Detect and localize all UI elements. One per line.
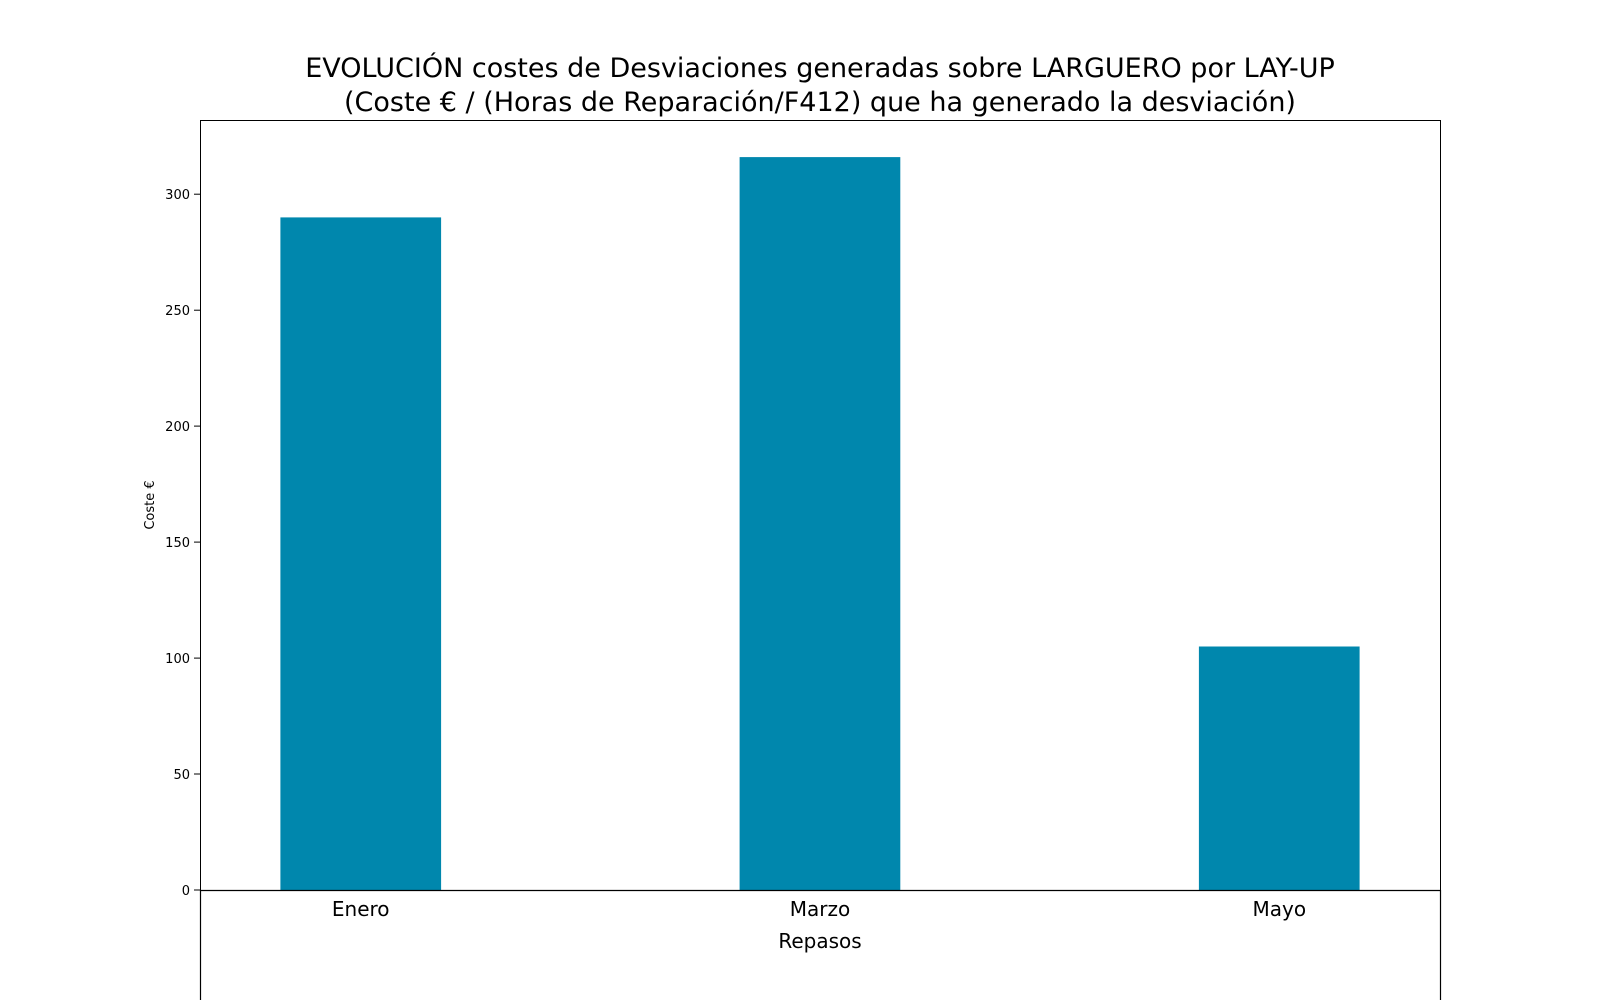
y-axis: 0 50 100 150 200 250 300 bbox=[165, 188, 200, 899]
x-tick-label-marzo: Marzo bbox=[790, 897, 850, 921]
x-tick-label-mayo: Mayo bbox=[1253, 897, 1307, 921]
y-tick-label-200: 200 bbox=[165, 420, 190, 435]
chart-subtitle: (Coste € / (Horas de Reparación/F412) qu… bbox=[344, 87, 1296, 118]
x-tick-label-enero: Enero bbox=[332, 897, 390, 921]
y-tick-label-100: 100 bbox=[165, 652, 190, 667]
y-tick-label-50: 50 bbox=[173, 768, 190, 783]
bar-marzo bbox=[739, 157, 901, 891]
chart-title: EVOLUCIÓN costes de Desviaciones generad… bbox=[305, 52, 1335, 84]
y-axis-label: Coste € bbox=[143, 480, 158, 529]
bar-enero bbox=[280, 217, 442, 890]
x-ticks: Enero Marzo Mayo bbox=[332, 897, 1306, 921]
bar-mayo bbox=[1198, 646, 1360, 890]
y-ticks: 0 50 100 150 200 250 300 bbox=[165, 188, 200, 899]
y-tick-label-250: 250 bbox=[165, 304, 190, 319]
bars-group bbox=[280, 157, 1360, 891]
x-axis: Enero Marzo Mayo bbox=[199, 889, 1442, 1000]
y-tick-label-300: 300 bbox=[165, 188, 190, 203]
x-axis-label: Repasos bbox=[778, 929, 861, 953]
y-tick-label-150: 150 bbox=[165, 536, 190, 551]
y-tick-label-0: 0 bbox=[182, 884, 190, 899]
